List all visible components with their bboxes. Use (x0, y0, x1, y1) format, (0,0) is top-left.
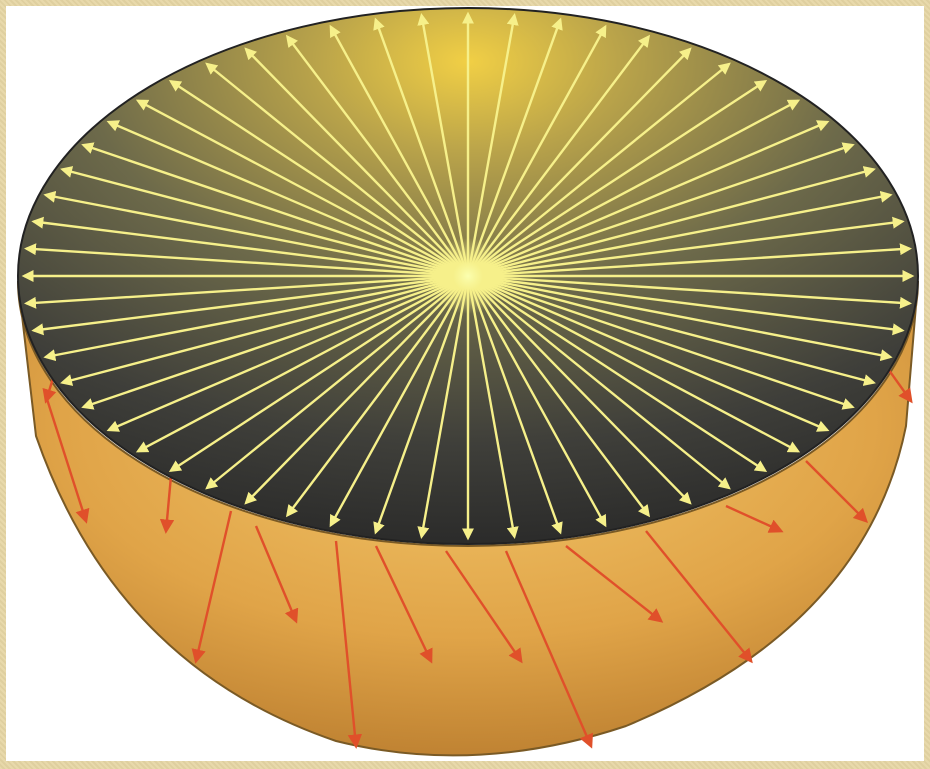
radial-field-arrow (467, 275, 651, 518)
outer-flux-arrow (645, 530, 753, 664)
hemisphere-flux-diagram (17, 7, 919, 757)
radial-field-arrow (135, 274, 469, 453)
radial-field-arrow (244, 275, 469, 505)
radial-field-arrow (106, 274, 469, 432)
radial-field-arrow (205, 275, 469, 490)
radial-field-arrow (329, 275, 470, 528)
radial-field-arrow (466, 275, 519, 539)
radial-field-arrow (467, 190, 893, 278)
radial-field-arrow (329, 24, 470, 277)
radial-field-arrow (467, 62, 731, 277)
radial-field-arrow (106, 120, 469, 278)
outer-flux-arrow (805, 460, 869, 524)
figure-canvas (6, 6, 924, 761)
radial-field-arrow (60, 274, 469, 386)
radial-field-arrow (467, 274, 801, 453)
radial-field-arrow (467, 166, 876, 278)
outer-flux-arrow (254, 525, 299, 624)
radial-field-arrow (244, 47, 469, 277)
point-charge-glow (430, 238, 506, 314)
radial-field-arrow (467, 142, 855, 278)
radial-field-arrow (60, 166, 469, 278)
outer-flux-arrow (334, 540, 363, 749)
radial-field-arrow (466, 24, 607, 277)
radial-field-arrow (285, 275, 469, 518)
radial-field-arrow (31, 216, 469, 278)
radial-field-arrow (285, 34, 469, 277)
radial-field-arrow (467, 274, 905, 336)
outer-flux-arrows (42, 335, 913, 749)
radial-field-arrow (467, 34, 651, 277)
radial-field-arrow (467, 274, 830, 432)
radial-field-arrow (467, 274, 768, 473)
radial-field-arrow (467, 47, 692, 277)
outer-flux-arrow (374, 545, 433, 664)
radial-field-arrow (467, 274, 912, 309)
radial-field-arrow (467, 274, 855, 410)
radial-field-arrow (81, 274, 469, 410)
radial-field-arrow (81, 142, 469, 278)
radial-field-arrow (467, 274, 893, 362)
radial-field-arrow (466, 17, 563, 277)
radial-field-arrow (24, 274, 469, 309)
radial-field-arrow (467, 99, 801, 278)
radial-field-arrow (467, 274, 876, 386)
radial-field-arrow (467, 216, 905, 278)
radial-field-arrows (21, 11, 915, 541)
radial-field-arrow (467, 275, 731, 490)
outer-flux-arrow (885, 365, 913, 404)
radial-field-arrow (31, 274, 469, 336)
radial-field-arrow (417, 13, 470, 277)
radial-field-arrow (168, 274, 469, 473)
radial-field-arrow (43, 190, 469, 278)
outer-flux-arrow (504, 550, 593, 749)
radial-field-arrow (467, 243, 912, 278)
radial-field-arrow (466, 275, 607, 528)
radial-field-arrow (43, 274, 469, 362)
radial-field-arrow (168, 79, 469, 278)
radial-field-arrow (467, 79, 768, 278)
radial-field-arrow (466, 13, 519, 277)
outer-flux-arrow (159, 475, 175, 534)
radial-field-arrow (373, 17, 470, 277)
radial-field-arrow (467, 120, 830, 278)
radial-field-arrow (467, 275, 692, 505)
radial-field-arrow (24, 243, 469, 278)
radial-field-arrow (205, 62, 469, 277)
outer-flux-arrow (565, 545, 664, 623)
outer-flux-arrow (191, 510, 233, 664)
radial-field-arrow (466, 275, 563, 535)
radial-field-arrow (373, 275, 470, 535)
hemisphere-bowl (17, 280, 919, 757)
outer-flux-arrow (44, 395, 90, 524)
radial-field-arrow (135, 99, 469, 278)
outer-flux-arrow (445, 550, 523, 664)
outer-flux-arrow (725, 504, 784, 533)
radial-field-arrow (417, 275, 470, 539)
